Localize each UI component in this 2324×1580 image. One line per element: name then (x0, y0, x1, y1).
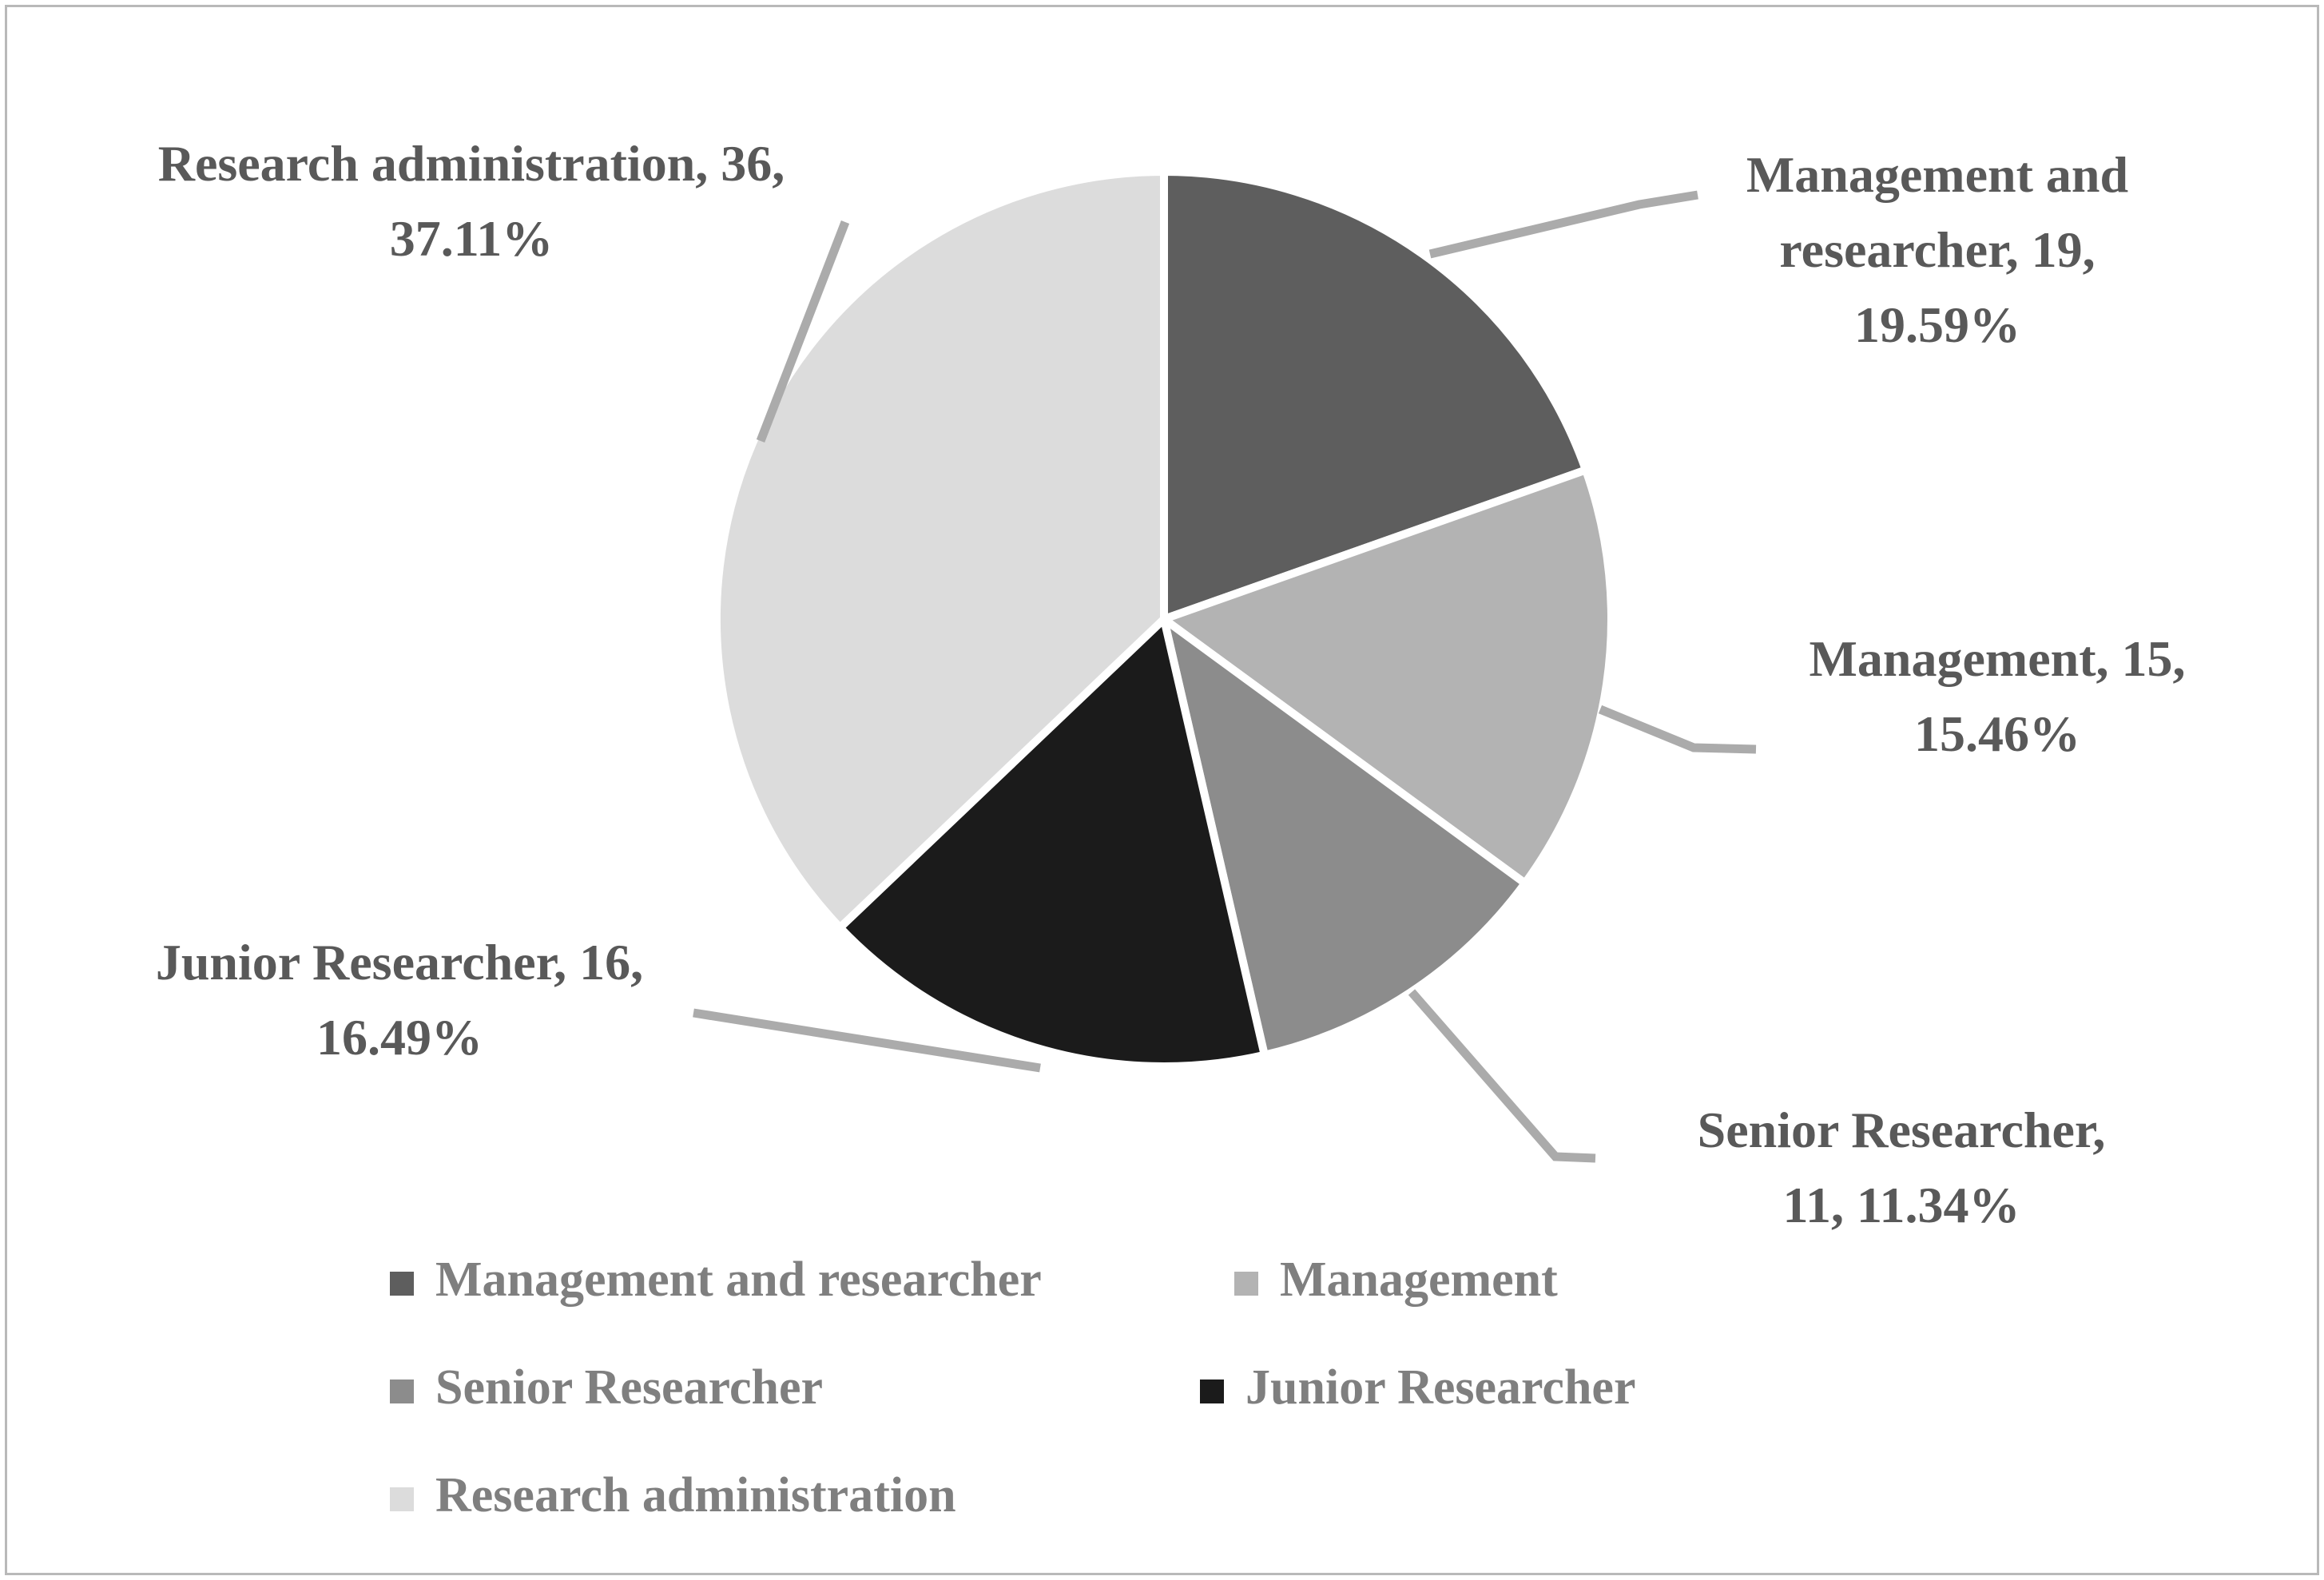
pie-slice-management (1160, 466, 1615, 887)
leader-line-junior-researcher (693, 1008, 1041, 1073)
slice-label-management: Management, 15, 15.46% (1809, 630, 2186, 762)
legend-marker-management (1234, 1272, 1258, 1296)
legend-marker-senior-researcher (390, 1380, 414, 1403)
leader-line-management (1598, 705, 1757, 754)
legend-marker-management-and-researcher (390, 1272, 414, 1296)
legend-label-management-and-researcher: Management and researcher (435, 1252, 1042, 1307)
legend-marker-research-administration (390, 1487, 414, 1511)
legend-label-junior-researcher: Junior Researcher (1245, 1360, 1636, 1415)
legend-marker-junior-researcher (1200, 1380, 1224, 1403)
leader-line-research-administration (756, 220, 850, 443)
pie-slice-senior-researcher (1160, 615, 1529, 1059)
pie-slice-research-administration (712, 168, 1168, 932)
legend-label-senior-researcher: Senior Researcher (435, 1360, 823, 1415)
leader-line-management-and-researcher (1428, 190, 1698, 259)
slice-label-management-and-researcher: Management and researcher, 19, 19.59% (1746, 146, 2129, 353)
leader-line-senior-researcher (1408, 989, 1596, 1163)
slice-label-junior-researcher: Junior Researcher, 16, 16.49% (155, 934, 644, 1066)
legend-label-research-administration: Research administration (435, 1468, 956, 1522)
pie-slice-junior-researcher (836, 615, 1269, 1070)
slice-label-research-administration: Research administration, 36, 37.11% (157, 135, 785, 267)
slice-label-senior-researcher: Senior Researcher, 11, 11.34% (1697, 1102, 2106, 1233)
legend-label-management: Management (1280, 1252, 1558, 1307)
